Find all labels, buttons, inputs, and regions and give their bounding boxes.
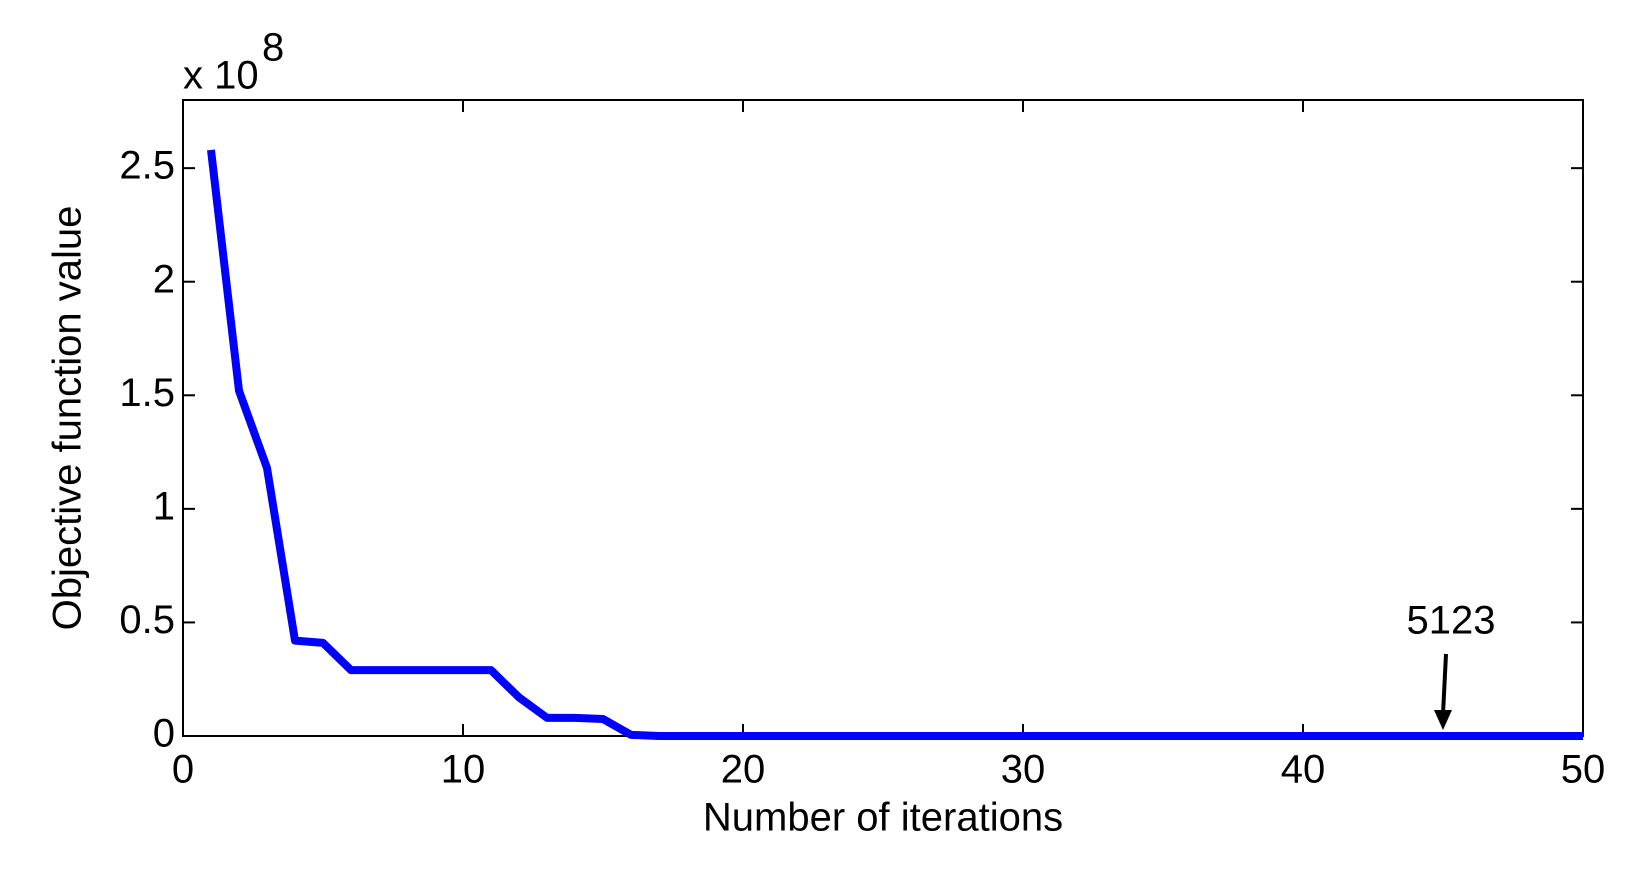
data-line bbox=[207, 149, 1583, 740]
y-tick-label: 1 bbox=[153, 484, 175, 528]
x-tick-label: 10 bbox=[441, 748, 486, 792]
y-axis-label: Objective function value bbox=[46, 206, 90, 631]
annotation-text: 5123 bbox=[1407, 599, 1496, 643]
x-tick-label: 0 bbox=[172, 748, 194, 792]
x-tick-label: 50 bbox=[1561, 748, 1606, 792]
x-tick-label: 20 bbox=[721, 748, 766, 792]
x-tick-label: 40 bbox=[1281, 748, 1326, 792]
y-tick-label: 1.5 bbox=[119, 371, 175, 415]
plot-area bbox=[182, 99, 1584, 737]
y-tick-label: 2 bbox=[153, 257, 175, 301]
y-multiplier-base: x 10 bbox=[183, 54, 259, 98]
annotation-arrow bbox=[1441, 653, 1448, 715]
y-multiplier-exponent: 8 bbox=[262, 26, 284, 70]
x-axis-label: Number of iterations bbox=[703, 796, 1063, 840]
y-tick-label: 0 bbox=[153, 712, 175, 756]
annotation-arrowhead bbox=[1434, 709, 1452, 730]
y-tick-label: 2.5 bbox=[119, 144, 175, 188]
y-tick-label: 0.5 bbox=[119, 598, 175, 642]
x-tick-label: 30 bbox=[1001, 748, 1046, 792]
